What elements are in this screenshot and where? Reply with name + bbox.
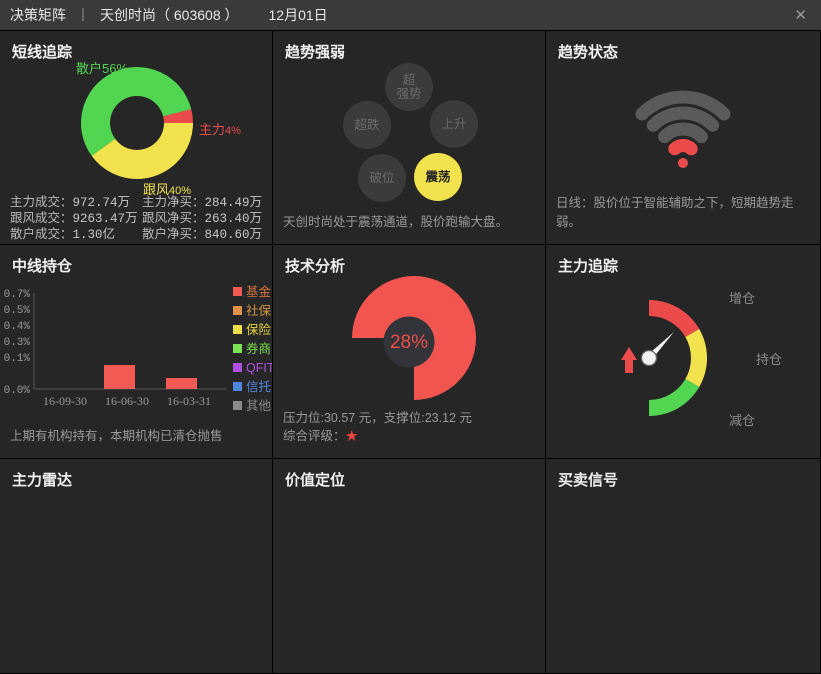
svg-text:持仓: 持仓 (756, 352, 782, 367)
svg-text:16-03-31: 16-03-31 (167, 394, 211, 408)
svg-text:保险: 保险 (246, 322, 272, 337)
svg-text:0.3%: 0.3% (4, 337, 31, 349)
svg-text:增仓: 增仓 (729, 291, 755, 306)
svg-text:基金: 基金 (246, 284, 272, 299)
svg-text:0.7%: 0.7% (4, 289, 31, 301)
svg-text:其他: 其他 (246, 399, 272, 413)
svg-text:0.1%: 0.1% (4, 353, 31, 365)
svg-text:0.5%: 0.5% (4, 305, 31, 317)
svg-text:0.0%: 0.0% (4, 385, 31, 397)
svg-text:券商: 券商 (246, 341, 271, 356)
svg-text:主力4%: 主力4% (199, 122, 241, 137)
svg-text:信托: 信托 (246, 380, 271, 394)
svg-text:QFIT: QFIT (246, 361, 273, 375)
svg-text:散户56%: 散户56% (76, 61, 128, 76)
svg-text:28%: 28% (390, 332, 428, 353)
svg-text:减仓: 减仓 (729, 413, 755, 428)
svg-text:0.4%: 0.4% (4, 321, 31, 333)
svg-text:社保: 社保 (246, 303, 272, 318)
svg-text:16-09-30: 16-09-30 (43, 394, 87, 408)
svg-text:16-06-30: 16-06-30 (105, 394, 149, 408)
